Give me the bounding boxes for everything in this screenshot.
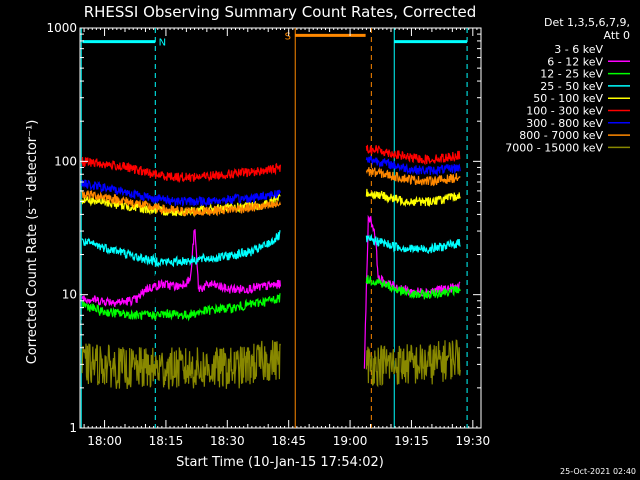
x-tick-label: 19:00 <box>333 434 368 448</box>
series-9-segment-1 <box>81 340 281 390</box>
y-tick-label: 1000 <box>46 21 77 35</box>
x-tick-label: 18:30 <box>210 434 245 448</box>
series-4 <box>81 230 461 268</box>
annotation-s: S <box>285 31 291 42</box>
series-6 <box>81 144 461 184</box>
y-tick-label: 1 <box>69 421 77 435</box>
series-9 <box>81 339 461 390</box>
legend-entry-label: 300 - 800 keV <box>526 117 603 130</box>
x-tick-label: 18:00 <box>87 434 122 448</box>
x-tick-label: 18:45 <box>271 434 306 448</box>
y-tick-label: 10 <box>62 288 77 302</box>
legend-entry-label: 25 - 50 keV <box>540 80 603 93</box>
chart-title: RHESSI Observing Summary Count Rates, Co… <box>84 3 477 21</box>
series-4-segment-1 <box>81 230 281 268</box>
x-tick-label: 19:15 <box>394 434 429 448</box>
footer-timestamp: 25-Oct-2021 02:40 <box>560 467 636 476</box>
x-axis-label: Start Time (10-Jan-15 17:54:02) <box>176 455 384 470</box>
series-3-segment-2 <box>365 275 461 300</box>
series-8-segment-1 <box>81 190 281 217</box>
series-6-segment-1 <box>81 156 281 184</box>
y-tick-label: 100 <box>54 154 77 168</box>
series-4-segment-2 <box>365 233 461 255</box>
legend-header-line-1: Det 1,3,5,6,7,9, <box>544 16 630 29</box>
legend-entry-label: 7000 - 15000 keV <box>505 141 603 154</box>
series-7-segment-1 <box>81 179 281 208</box>
annotation-n: N <box>159 38 166 49</box>
x-tick-label: 19:30 <box>456 434 491 448</box>
series-8-segment-2 <box>365 166 461 187</box>
series-9-segment-2 <box>365 339 461 388</box>
legend-entry-label: 50 - 100 keV <box>533 92 603 105</box>
legend-entry-label: 3 - 6 keV <box>554 43 603 56</box>
series-3-segment-1 <box>81 292 281 322</box>
y-axis-label: Corrected Count Rate (s⁻¹ detector⁻¹) <box>25 120 40 365</box>
legend-entry-label: 12 - 25 keV <box>540 68 603 81</box>
legend-entry-label: 800 - 7000 keV <box>519 129 603 142</box>
series-7-segment-2 <box>365 154 461 177</box>
series-2-segment-1 <box>81 229 281 308</box>
series-group <box>81 144 461 390</box>
series-3 <box>81 275 461 322</box>
series-7 <box>81 154 461 208</box>
series-8 <box>81 166 461 217</box>
legend-header-line-2: Att 0 <box>604 29 630 42</box>
series-5-segment-2 <box>365 188 461 208</box>
legend-entry-label: 6 - 12 keV <box>547 55 603 68</box>
axes-group: 1 10 100 1000 18:00 18:15 18:30 18:45 19:00 19:15… <box>46 21 490 448</box>
x-tick-label: 18:15 <box>149 434 184 448</box>
legend-entry-label: 100 - 300 keV <box>526 105 603 118</box>
series-6-segment-2 <box>365 144 461 166</box>
